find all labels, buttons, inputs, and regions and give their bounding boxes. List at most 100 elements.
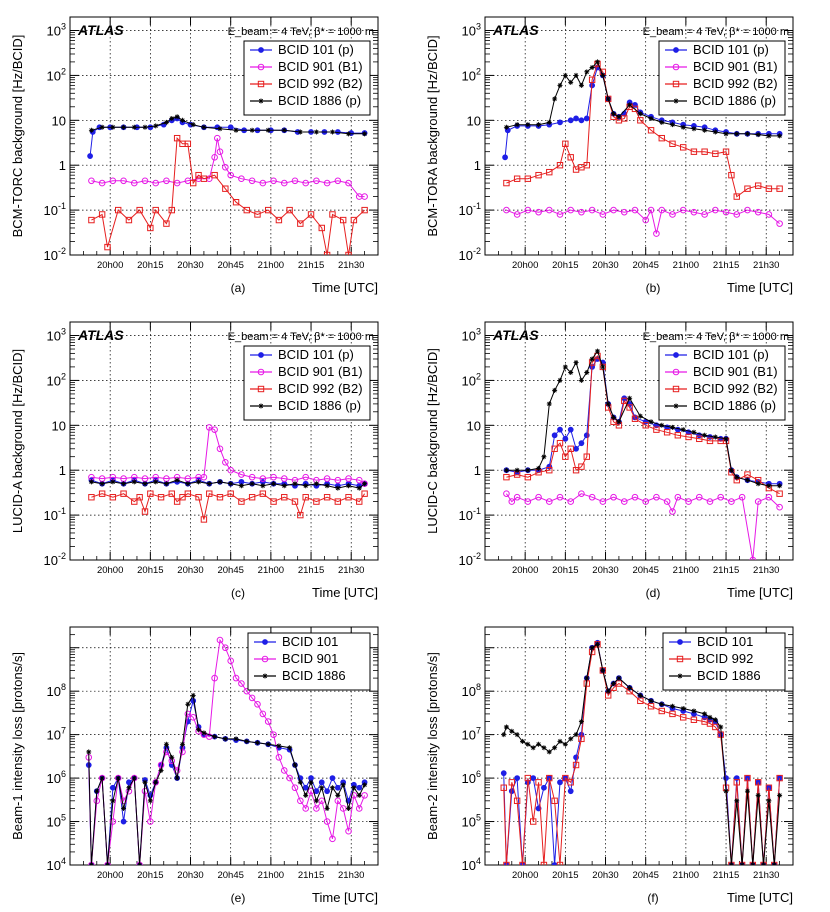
data-point xyxy=(94,788,100,794)
data-point xyxy=(541,784,547,791)
data-point xyxy=(345,251,352,255)
data-point xyxy=(259,710,267,718)
data-point xyxy=(557,119,563,126)
y-axis-label: LUCID-A background [Hz/BCID] xyxy=(10,349,25,533)
x-tick-label: 20h30 xyxy=(177,565,203,576)
data-point xyxy=(589,356,595,362)
data-point xyxy=(297,797,304,805)
x-tick-label: 20h30 xyxy=(177,260,203,271)
data-point xyxy=(723,131,729,137)
data-point xyxy=(329,129,335,135)
data-point xyxy=(696,435,703,443)
data-point xyxy=(244,738,250,744)
data-point xyxy=(648,698,654,704)
data-point xyxy=(136,206,143,214)
data-point xyxy=(594,59,600,65)
data-point xyxy=(153,479,159,485)
data-point xyxy=(754,779,762,786)
legend-entry: BCID 101 xyxy=(697,634,753,649)
data-point xyxy=(637,111,643,117)
data-point xyxy=(546,774,553,782)
data-point xyxy=(722,148,730,155)
data-point xyxy=(361,206,368,214)
legend-entry: BCID 901 (B1) xyxy=(693,59,778,74)
data-point xyxy=(99,481,105,487)
data-point xyxy=(712,129,718,135)
data-point xyxy=(88,216,95,224)
data-point xyxy=(620,498,628,505)
data-point xyxy=(556,439,564,447)
x-tick-label: 21h15 xyxy=(713,565,739,576)
data-point xyxy=(334,784,341,791)
data-point xyxy=(345,179,352,187)
y-tick-label: 1 xyxy=(474,158,481,173)
data-point xyxy=(535,208,542,216)
data-point xyxy=(524,175,532,182)
data-point xyxy=(174,114,180,120)
data-point xyxy=(530,775,537,781)
data-point xyxy=(163,220,170,227)
data-point xyxy=(588,493,596,501)
data-point xyxy=(350,792,358,799)
data-point xyxy=(262,673,268,679)
data-point xyxy=(98,211,106,218)
data-point xyxy=(631,493,639,501)
x-tick-label: 20h00 xyxy=(512,260,538,271)
data-point xyxy=(556,493,564,501)
data-point xyxy=(339,805,347,812)
data-point xyxy=(362,782,368,788)
data-point xyxy=(672,385,680,393)
data-point xyxy=(302,494,309,501)
data-point xyxy=(546,119,552,125)
data-point xyxy=(695,493,703,501)
data-point xyxy=(130,179,138,187)
data-point xyxy=(658,134,665,142)
data-point xyxy=(519,861,526,865)
data-point xyxy=(551,445,558,452)
data-point xyxy=(541,454,547,460)
legend-entry: BCID 992 (B2) xyxy=(693,76,778,91)
data-point xyxy=(557,377,563,383)
data-point xyxy=(631,206,639,214)
data-point xyxy=(524,774,532,782)
y-tick-label: 10-1 xyxy=(459,506,481,523)
data-point xyxy=(755,481,761,487)
data-point xyxy=(514,732,520,738)
data-point xyxy=(627,102,633,108)
data-point xyxy=(254,740,260,746)
data-point xyxy=(254,211,261,218)
beam-label: E_beam = 4 TeV, β* = 1000 m xyxy=(643,26,789,38)
data-point xyxy=(562,364,568,370)
data-point xyxy=(673,98,679,104)
data-point xyxy=(525,467,531,473)
data-point xyxy=(776,185,783,192)
data-point xyxy=(777,792,783,798)
data-point xyxy=(163,177,170,185)
data-point xyxy=(361,480,368,488)
data-point xyxy=(206,481,212,487)
data-point xyxy=(88,862,94,865)
data-point xyxy=(690,208,698,216)
data-point xyxy=(302,805,309,812)
data-point xyxy=(339,216,347,224)
data-point xyxy=(712,206,719,214)
data-point xyxy=(168,206,175,214)
data-point xyxy=(254,700,261,708)
data-point xyxy=(524,498,532,505)
data-point xyxy=(323,179,331,187)
data-point xyxy=(168,490,175,497)
data-point xyxy=(110,124,116,130)
data-point xyxy=(227,657,234,665)
data-point xyxy=(313,481,319,487)
data-point xyxy=(313,805,320,812)
y-tick-label: 102 xyxy=(462,66,481,83)
data-point xyxy=(519,738,525,744)
data-point xyxy=(514,122,520,128)
data-point xyxy=(238,498,245,505)
data-point xyxy=(536,122,542,128)
data-point xyxy=(546,467,553,474)
data-point xyxy=(584,675,590,681)
data-point xyxy=(573,360,579,366)
data-point xyxy=(722,208,730,216)
data-point xyxy=(265,127,271,133)
